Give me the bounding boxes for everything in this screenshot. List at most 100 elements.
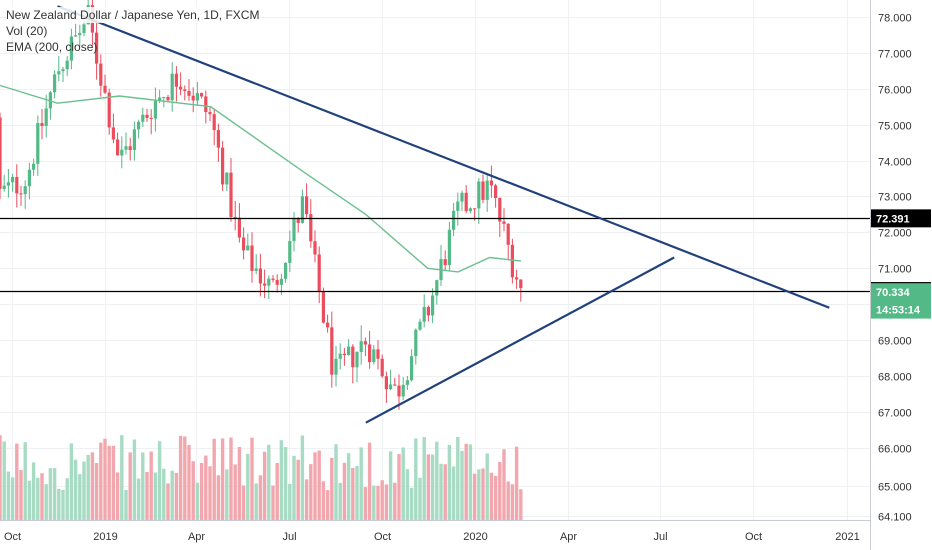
volume-bar [174, 472, 179, 520]
volume-bar [120, 435, 124, 520]
volume-bar [52, 468, 57, 520]
volume-bar [376, 485, 380, 520]
volume-bar [115, 472, 120, 520]
candle-down [342, 353, 346, 356]
candle-up [359, 341, 363, 352]
price-axis-background[interactable] [870, 0, 932, 550]
candle-down [250, 245, 254, 271]
candle-down [107, 92, 111, 128]
candle-down [296, 219, 300, 223]
price-tick-label: 78.000 [878, 13, 912, 25]
volume-bar [304, 479, 309, 520]
volume-bar [57, 488, 61, 520]
candle-down [200, 93, 204, 97]
time-tick-label: 2021 [835, 531, 859, 543]
grid-lines [0, 0, 870, 520]
volume-bar [94, 463, 99, 520]
ema-indicator-label[interactable]: EMA (200, close) [6, 40, 98, 54]
volume-bar [481, 468, 485, 520]
volume-bar [183, 436, 187, 520]
candle-down [393, 384, 397, 386]
volume-bar [418, 477, 422, 520]
candle-down [494, 185, 498, 198]
candle-up [279, 278, 283, 285]
candle-up [225, 172, 229, 185]
volume-bar [430, 454, 435, 520]
time-tick-label: Apr [560, 531, 577, 543]
candle-down [128, 146, 132, 150]
candle-down [15, 176, 19, 194]
candle-down [263, 283, 267, 286]
candle-up [389, 384, 393, 390]
volume-bar [103, 438, 107, 520]
horizontal-levels [0, 217, 870, 293]
candle-up [124, 146, 128, 150]
price-tick-label: 67.000 [878, 408, 912, 420]
candle-up [6, 182, 10, 186]
volume-bar [250, 437, 254, 520]
candle-up [69, 36, 73, 61]
candle-down [19, 193, 23, 195]
candle-up [11, 176, 15, 183]
candle-down [145, 114, 149, 118]
volume-bar [460, 450, 464, 520]
trendlines[interactable] [57, 5, 830, 424]
volume-bar [380, 480, 384, 520]
volume-bar [283, 447, 288, 520]
volume-bar [258, 475, 263, 520]
volume-bar [309, 464, 313, 520]
candle-up [153, 100, 157, 119]
volume-bar [149, 451, 153, 520]
candle-down [242, 237, 246, 251]
volume-bar [275, 462, 279, 520]
volume-bar [141, 452, 145, 520]
candle-down [275, 279, 279, 285]
volume-bar [233, 464, 237, 520]
time-axis[interactable]: Oct 2019 Apr Jul Oct 2020 Apr Jul Oct 2021 [4, 531, 860, 543]
candle-up [82, 24, 86, 34]
volume-bar [292, 455, 296, 520]
volume-bar [397, 454, 401, 520]
candle-down [229, 172, 233, 217]
volume-bar [359, 447, 363, 520]
price-axis[interactable]: 64.10065.00066.00067.00068.00069.00070.0… [878, 13, 912, 524]
volume-bar [334, 444, 338, 520]
volume-bar [443, 464, 447, 520]
candle-up [2, 185, 6, 189]
candle-up [158, 97, 162, 101]
volume-bar [367, 442, 372, 520]
candle-down [305, 196, 309, 215]
volume-bar [464, 443, 468, 520]
volume-bar [128, 452, 132, 520]
volume-bar [246, 453, 250, 520]
time-tick-label: Oct [745, 531, 762, 543]
volume-bar [296, 459, 300, 520]
volume-bar [15, 443, 19, 520]
candle-down [99, 63, 103, 86]
candle-up [44, 108, 48, 127]
volume-bar [439, 463, 443, 520]
candle-up [170, 73, 174, 101]
volume-bar [426, 454, 431, 520]
candle-down [321, 291, 325, 323]
volume-bar [6, 471, 11, 520]
candle-down [363, 341, 367, 345]
candle-down [506, 223, 510, 245]
volume-bar [124, 489, 128, 520]
candle-up [431, 295, 435, 316]
candle-up [195, 93, 199, 101]
symbol-title[interactable]: New Zealand Dollar / Japanese Yen, 1D, F… [6, 7, 260, 23]
candle-down [351, 346, 355, 368]
volume-bar [111, 445, 116, 520]
candle-down [313, 241, 317, 255]
volume-bar [145, 471, 149, 520]
volume-bar [493, 475, 498, 520]
price-tick-label: 76.000 [878, 85, 912, 97]
trendline [57, 5, 830, 309]
candle-up [132, 129, 136, 150]
candle-up [300, 196, 304, 223]
candle-up [288, 240, 292, 263]
volume-indicator-label[interactable]: Vol (20) [6, 24, 48, 38]
volume-bars [0, 435, 523, 520]
